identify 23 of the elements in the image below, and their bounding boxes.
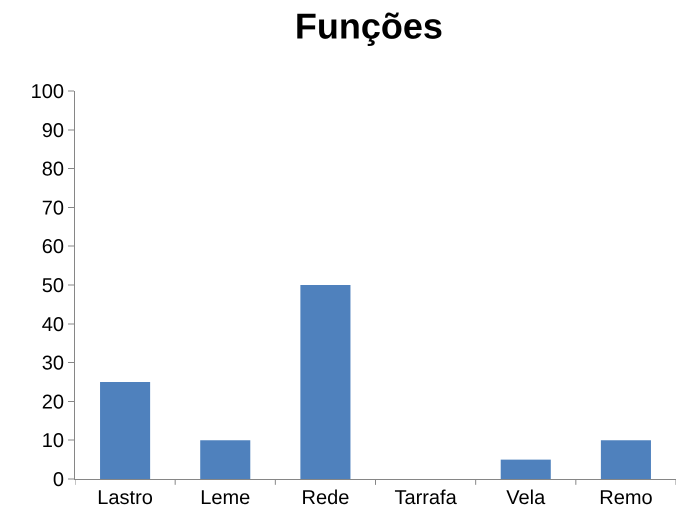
x-tick-label: Vela — [506, 487, 546, 509]
y-tick-label: 70 — [42, 197, 64, 220]
x-tick-label: Rede — [302, 487, 350, 509]
y-tick-label: 90 — [42, 120, 64, 142]
y-tick-label: 50 — [42, 275, 64, 297]
y-tick-label: 10 — [42, 430, 64, 452]
bar — [500, 460, 551, 479]
bar — [600, 440, 651, 479]
y-tick-label: 80 — [42, 158, 64, 181]
bar — [100, 382, 150, 479]
bar — [200, 440, 250, 479]
y-tick-label: 100 — [30, 81, 64, 103]
x-tick-label: Leme — [200, 487, 250, 509]
chart-title: Funções — [294, 5, 443, 46]
y-tick-label: 20 — [42, 391, 64, 414]
x-tick-label: Tarrafa — [394, 487, 458, 509]
y-tick-label: 30 — [42, 352, 64, 375]
bar — [300, 285, 350, 479]
x-tick-label: Remo — [599, 487, 653, 509]
y-tick-label: 0 — [52, 469, 64, 491]
y-tick-label: 40 — [42, 314, 64, 336]
x-tick-label: Lastro — [97, 487, 153, 509]
y-tick-label: 60 — [42, 236, 64, 258]
